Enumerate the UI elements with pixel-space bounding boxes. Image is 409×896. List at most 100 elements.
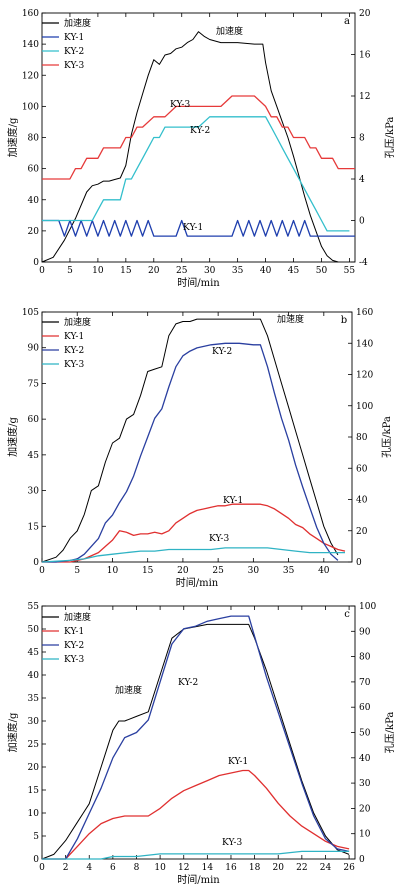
x-tick-label: 0 xyxy=(39,566,45,576)
y-tick-label: 40 xyxy=(28,196,40,206)
y2-axis-label: 孔压/kPa xyxy=(384,712,396,754)
x-tick-label: 0 xyxy=(39,266,45,276)
x-axis-label: 时间/min xyxy=(176,576,219,589)
y-axis-label: 加速度/g xyxy=(6,712,19,752)
y-tick-label: 25 xyxy=(28,740,40,750)
series-line-KY-3 xyxy=(41,547,345,563)
legend-label: KY-2 xyxy=(64,641,84,651)
y2-tick-label: 10 xyxy=(359,830,371,840)
plot-frame xyxy=(41,311,353,563)
x-tick-label: 16 xyxy=(225,863,237,873)
y-tick-label: 90 xyxy=(28,344,40,354)
series-line-KY-2 xyxy=(42,116,350,232)
series-line-加速度 xyxy=(41,31,339,263)
annotation-label: KY-2 xyxy=(212,347,232,357)
y2-tick-label: 60 xyxy=(356,464,368,474)
y2-tick-label: 100 xyxy=(356,402,373,412)
legend-label: KY-3 xyxy=(64,655,84,665)
annotation-label: KY-2 xyxy=(190,126,210,136)
y-tick-label: 20 xyxy=(28,763,40,773)
x-tick-label: 20 xyxy=(148,266,160,276)
x-tick-label: 25 xyxy=(212,566,224,576)
y-tick-label: 30 xyxy=(28,717,40,727)
x-tick-label: 5 xyxy=(67,266,73,276)
y2-tick-label: 60 xyxy=(359,703,371,713)
y-tick-label: 105 xyxy=(22,308,39,318)
x-tick-label: 30 xyxy=(204,266,216,276)
series-line-KY-1 xyxy=(42,219,355,237)
y-tick-label: 40 xyxy=(28,671,40,681)
x-tick-label: 55 xyxy=(344,266,356,276)
series-line-KY-3 xyxy=(42,850,350,860)
y-tick-label: 45 xyxy=(28,451,40,461)
annotation-label: KY-3 xyxy=(222,838,242,848)
y2-tick-label: 0 xyxy=(359,217,365,227)
y2-tick-label: 140 xyxy=(356,339,373,349)
y-tick-label: 0 xyxy=(33,258,39,268)
y-tick-label: 160 xyxy=(22,9,39,19)
legend-label: 加速度 xyxy=(64,611,91,623)
x-tick-label: 50 xyxy=(316,266,328,276)
legend-label: KY-1 xyxy=(64,332,84,342)
legend-label: 加速度 xyxy=(64,316,91,328)
x-tick-label: 20 xyxy=(177,566,189,576)
y-tick-label: 20 xyxy=(28,227,40,237)
x-tick-label: 35 xyxy=(232,266,244,276)
panel-letter: b xyxy=(341,315,347,326)
annotation-label: KY-3 xyxy=(209,534,229,544)
legend-label: KY-2 xyxy=(64,47,84,57)
series-line-加速度 xyxy=(41,318,339,563)
y-tick-label: 0 xyxy=(33,558,39,568)
x-axis-label: 时间/min xyxy=(177,276,220,289)
y2-tick-label: 80 xyxy=(356,433,368,443)
y2-tick-label: 160 xyxy=(356,308,373,318)
legend-label: KY-3 xyxy=(64,61,84,71)
y2-tick-label: 90 xyxy=(359,627,371,637)
series-line-KY-3 xyxy=(42,95,355,180)
x-tick-label: 10 xyxy=(154,863,166,873)
y2-tick-label: 0 xyxy=(356,558,362,568)
y2-axis-label: 孔压/kPa xyxy=(381,416,393,458)
y2-tick-label: 40 xyxy=(356,496,368,506)
x-tick-label: 40 xyxy=(260,266,272,276)
y2-tick-label: 80 xyxy=(359,653,371,663)
x-tick-label: 2 xyxy=(63,863,69,873)
x-tick-label: 25 xyxy=(176,266,188,276)
series-line-KY-2 xyxy=(42,342,339,563)
annotation-label: KY-2 xyxy=(178,678,198,688)
y-tick-label: 60 xyxy=(28,165,40,175)
annotation-label: KY-1 xyxy=(228,757,248,767)
y-tick-label: 45 xyxy=(28,648,40,658)
y2-tick-label: 20 xyxy=(356,527,368,537)
y-axis-label: 加速度/g xyxy=(6,117,19,157)
y2-tick-label: -4 xyxy=(359,258,368,268)
x-tick-label: 8 xyxy=(134,863,140,873)
legend-label: KY-2 xyxy=(64,346,84,356)
x-tick-label: 45 xyxy=(288,266,300,276)
y-axis-label: 加速度/g xyxy=(6,417,19,457)
legend-label: KY-1 xyxy=(64,627,84,637)
y-tick-label: 60 xyxy=(28,415,40,425)
y-tick-label: 10 xyxy=(28,809,40,819)
y2-tick-label: 12 xyxy=(359,92,370,102)
x-tick-label: 6 xyxy=(110,863,116,873)
annotation-label: 加速度 xyxy=(216,25,243,37)
y2-tick-label: 30 xyxy=(359,779,371,789)
x-tick-label: 24 xyxy=(320,863,332,873)
x-tick-label: 14 xyxy=(202,863,214,873)
y-tick-label: 100 xyxy=(22,102,39,112)
x-tick-label: 0 xyxy=(39,863,45,873)
y-tick-label: 80 xyxy=(28,134,40,144)
plot-frame xyxy=(41,605,356,860)
y-tick-label: 140 xyxy=(22,40,39,50)
x-tick-label: 30 xyxy=(248,566,260,576)
y-tick-label: 5 xyxy=(33,832,39,842)
x-tick-label: 10 xyxy=(92,266,104,276)
y-tick-label: 0 xyxy=(33,855,39,865)
legend-label: 加速度 xyxy=(64,17,91,29)
annotation-label: 加速度 xyxy=(277,313,304,325)
y-tick-label: 55 xyxy=(28,602,40,612)
y2-tick-label: 8 xyxy=(359,134,365,144)
